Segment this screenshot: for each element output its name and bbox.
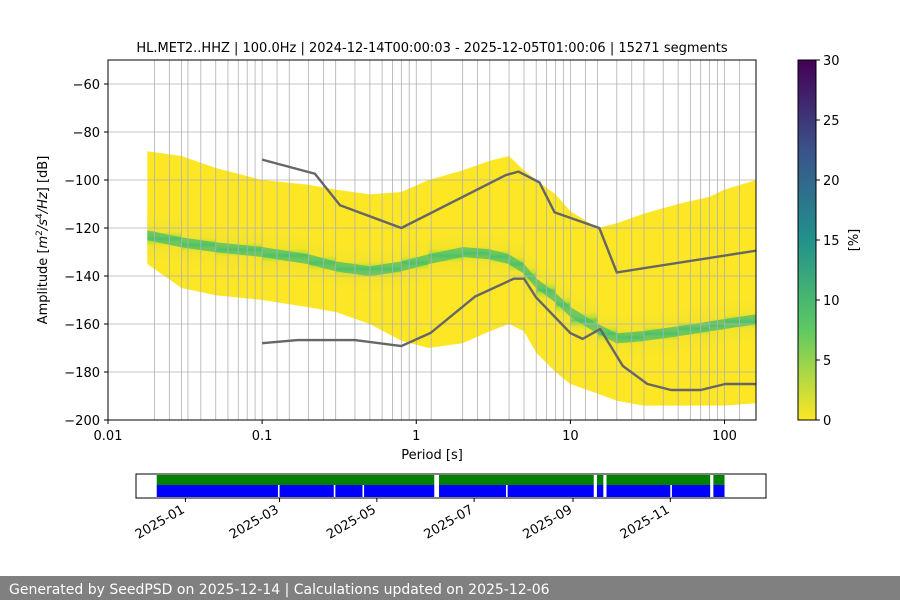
timeline-tick-label: 2025-07: [422, 502, 477, 542]
x-tick-label: 0.1: [252, 429, 273, 444]
psd-density-mode-segment: [262, 247, 309, 265]
y-tick-label: −100: [64, 174, 100, 189]
psd-density-mode-segment: [536, 278, 556, 303]
psd-computed-segment: [279, 485, 334, 497]
data-available-segment: [596, 475, 604, 485]
psd-computed-segment: [606, 485, 671, 497]
x-axis-label: Period [s]: [401, 448, 463, 463]
timeline-tick-label: 2025-09: [520, 502, 575, 542]
x-tick-label: 1: [412, 429, 420, 444]
psd-computed-segment: [156, 485, 278, 497]
y-axis-label: Amplitude [m2/s4/Hz] [dB]: [35, 156, 51, 325]
psd-plot-area: 0.01 0.1 1 10 100 −60 −80 −100 −120 −140 −160 −180…: [35, 59, 757, 463]
x-axis-ticks: 0.01 0.1 1 10 100: [94, 420, 737, 444]
colorbar-tick-label: 25: [823, 114, 840, 129]
footer-bar: Generated by SeedPSD on 2025-12-14 | Cal…: [0, 576, 900, 600]
psd-computed-segment: [335, 485, 363, 497]
psd-density-mode-segment: [597, 323, 617, 344]
psd-density-mode-segment: [462, 247, 490, 260]
y-tick-label: −60: [73, 78, 100, 93]
data-available-segment: [156, 475, 435, 485]
psd-density-mode-segment: [215, 242, 263, 257]
y-tick-label: −140: [64, 270, 100, 285]
psd-density-mode-segment: [369, 261, 402, 277]
psd-density-mode-segment: [678, 321, 710, 337]
psd-heatmap: [147, 151, 756, 406]
psd-density-mode-segment: [724, 314, 756, 329]
psd-computed-segment: [364, 485, 435, 497]
timeline-tick-label: 2025-03: [227, 502, 282, 542]
chart-title: HL.MET2..HHZ | 100.0Hz | 2024-12-14T00:0…: [136, 41, 727, 56]
data-available-segment: [713, 475, 725, 485]
y-tick-label: −80: [73, 126, 100, 141]
psd-density-mode-segment: [335, 261, 370, 277]
colorbar-label: [%]: [847, 229, 862, 252]
psd-density-mode-segment: [401, 254, 429, 272]
y-axis-ticks: −60 −80 −100 −120 −140 −160 −180 −200: [64, 78, 108, 429]
timeline-tick-label: 2025-01: [133, 502, 188, 542]
psd-density-mode-segment: [489, 249, 510, 265]
colorbar: 0 5 10 15 20 25 30 [%]: [797, 54, 862, 429]
colorbar-tick-label: 0: [823, 414, 831, 429]
noise-models: [261, 158, 756, 392]
psd-density-mode-segment: [709, 319, 725, 332]
colorbar-tick-label: 10: [823, 294, 840, 309]
psd-density-mode-segment: [616, 331, 644, 344]
high-noise-model-line: [261, 158, 756, 274]
timeline-tick-label: 2025-05: [324, 502, 379, 542]
psd-computed-segment: [507, 485, 594, 497]
psd-computed-segment: [713, 485, 725, 497]
psd-density-mode-segment: [643, 326, 679, 341]
colorbar-tick-label: 5: [823, 354, 831, 369]
psd-density-mode-segment: [181, 237, 216, 253]
availability-timeline: 2025-01 2025-03 2025-05 2025-07 2025-09 2025-…: [133, 473, 767, 543]
colorbar-ticks: 0 5 10 15 20 25 30: [816, 54, 840, 429]
data-available-segment: [439, 475, 594, 485]
data-available-segment: [606, 475, 711, 485]
y-tick-label: −160: [64, 318, 100, 333]
timeline-tick-label: 2025-11: [618, 502, 673, 542]
footer-text: Generated by SeedPSD on 2025-12-14 | Cal…: [9, 582, 550, 598]
psd-computed-segment: [671, 485, 711, 497]
y-tick-label: −180: [64, 366, 100, 381]
psd-computed-segment: [596, 485, 604, 497]
plot-grid: [108, 60, 756, 420]
x-tick-label: 10: [562, 429, 579, 444]
colorbar-tick-label: 30: [823, 54, 840, 69]
psd-density-mode-segment: [555, 292, 571, 317]
psd-computed-segment: [439, 485, 507, 497]
colorbar-gradient: [797, 59, 817, 421]
psd-density-mode-segment: [570, 307, 598, 334]
timeline-ticks: 2025-01 2025-03 2025-05 2025-07 2025-09 2025-…: [133, 498, 672, 543]
y-tick-label: −200: [64, 414, 100, 429]
low-noise-model-line: [262, 277, 756, 392]
colorbar-tick-label: 20: [823, 174, 840, 189]
data-available-bars: [156, 475, 725, 485]
psd-density-mode-segment: [147, 230, 182, 248]
psd-density-mode-segment: [308, 254, 336, 272]
plot-frame: [107, 59, 757, 421]
colorbar-tick-label: 15: [823, 234, 840, 249]
psd-computed-bars: [156, 485, 725, 497]
y-tick-label: −120: [64, 222, 100, 237]
psd-density-mode-segment: [509, 254, 525, 274]
x-tick-label: 0.01: [94, 429, 123, 444]
x-tick-label: 100: [712, 429, 737, 444]
psd-density-mode-segment: [428, 247, 463, 265]
